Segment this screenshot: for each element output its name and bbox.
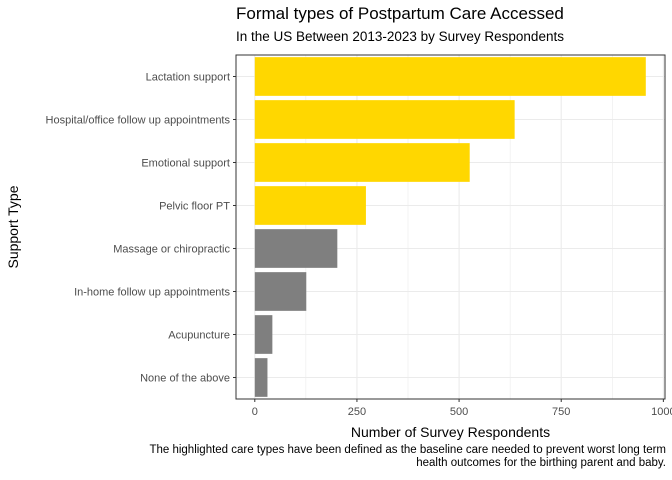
chart-caption: The highlighted care types have been def… bbox=[106, 444, 666, 470]
chart-title: Formal types of Postpartum Care Accessed bbox=[236, 4, 564, 23]
y-tick-label: In-home follow up appointments bbox=[74, 287, 230, 299]
x-tick-label: 750 bbox=[552, 406, 570, 418]
y-tick-label: Pelvic floor PT bbox=[159, 201, 230, 213]
bar-3 bbox=[254, 186, 366, 225]
bar-4 bbox=[254, 229, 338, 268]
x-axis-ticks: 0 250 500 750 1000 bbox=[252, 399, 672, 418]
y-axis-ticks: Lactation support Hospital/office follow … bbox=[46, 72, 236, 385]
bars bbox=[254, 57, 646, 397]
bar-2 bbox=[254, 143, 470, 182]
y-tick-label: Acupuncture bbox=[168, 330, 230, 342]
caption-line-2: health outcomes for the birthing parent … bbox=[416, 457, 666, 469]
x-tick-label: 250 bbox=[348, 406, 366, 418]
chart-subtitle: In the US Between 2013-2023 by Survey Re… bbox=[236, 29, 564, 44]
x-tick-label: 1000 bbox=[651, 406, 672, 418]
x-tick-label: 0 bbox=[252, 406, 258, 418]
y-tick-label: Hospital/office follow up appointments bbox=[46, 115, 231, 127]
x-tick-label: 500 bbox=[450, 406, 468, 418]
y-tick-label: Emotional support bbox=[141, 158, 230, 170]
y-axis-label: Support Type bbox=[5, 185, 21, 268]
bar-1 bbox=[254, 100, 515, 139]
panel-border bbox=[235, 54, 666, 400]
bar-5 bbox=[254, 272, 307, 311]
x-axis-label: Number of Survey Respondents bbox=[351, 424, 550, 440]
y-tick-label: Massage or chiropractic bbox=[113, 244, 230, 256]
caption-line-1: The highlighted care types have been def… bbox=[149, 444, 666, 456]
y-tick-label: None of the above bbox=[140, 373, 230, 385]
bar-0 bbox=[254, 57, 646, 96]
y-tick-label: Lactation support bbox=[146, 72, 230, 84]
bar-6 bbox=[254, 315, 273, 354]
bar-7 bbox=[254, 358, 268, 397]
